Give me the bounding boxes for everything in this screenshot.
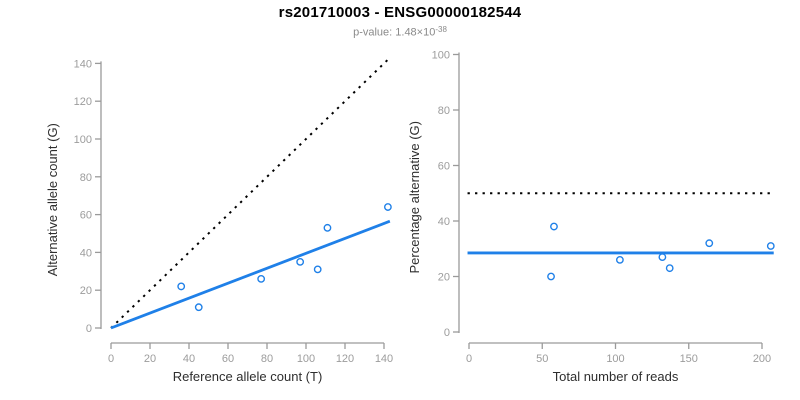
- pvalue-label: p-value: 1.48×10: [353, 26, 436, 39]
- y-tick-label: 80: [80, 172, 92, 184]
- data-point: [296, 257, 305, 266]
- x-tick-label: 40: [183, 353, 195, 365]
- y-tick-label: 140: [74, 58, 92, 70]
- data-point: [658, 253, 667, 261]
- y-tick-label: 20: [80, 285, 92, 297]
- data-point: [665, 264, 674, 273]
- x-tick-label: 120: [336, 353, 354, 365]
- data-point: [383, 203, 392, 211]
- data-point: [313, 265, 322, 274]
- x-axis-title: Total number of reads: [553, 369, 679, 384]
- y-tick-label: 0: [444, 327, 450, 339]
- data-point: [550, 222, 558, 231]
- x-tick-label: 140: [375, 353, 393, 365]
- y-tick-label: 60: [438, 161, 450, 173]
- figure-title: rs201710003 - ENSG00000182544: [278, 4, 522, 21]
- y-tick-label: 100: [74, 134, 92, 146]
- x-axis-title: Reference allele count (T): [173, 369, 323, 384]
- x-tick-label: 0: [466, 353, 472, 365]
- data-point: [194, 303, 203, 312]
- y-tick-label: 40: [438, 216, 450, 228]
- pvalue-exponent: -38: [435, 25, 447, 34]
- x-tick-label: 0: [108, 353, 114, 365]
- y-tick-label: 0: [86, 323, 92, 335]
- x-tick-label: 60: [222, 353, 234, 365]
- data-point: [547, 272, 555, 281]
- x-tick-label: 80: [261, 353, 273, 365]
- y-tick-label: 60: [80, 210, 92, 222]
- data-point: [766, 242, 775, 250]
- allele-count-scatter-plot: 0 20 40 60 80 100 120 140 0 20 40 60 80 100 120 140 Refe…: [45, 57, 393, 384]
- x-tick-label: 50: [536, 353, 548, 365]
- x-tick-label: 200: [753, 353, 771, 365]
- data-point: [323, 223, 332, 232]
- y-tick-label: 100: [432, 50, 450, 62]
- y-tick-label: 40: [80, 247, 92, 259]
- data-point: [257, 274, 266, 283]
- y-tick-label: 120: [74, 96, 92, 108]
- regression-line: [110, 219, 391, 330]
- y-tick-label: 80: [438, 105, 450, 117]
- y-axis-title: Alternative allele count (G): [45, 123, 60, 276]
- x-tick-label: 150: [680, 353, 698, 365]
- y-axis-title: Percentage alternative (G): [407, 121, 422, 273]
- data-point: [705, 239, 714, 248]
- x-tick-label: 100: [606, 353, 624, 365]
- data-point: [615, 255, 624, 264]
- data-point: [177, 282, 186, 291]
- percentage-scatter-plot: 0 20 40 60 80 100 0 50 100 150 200 Total number of …: [407, 50, 775, 384]
- figure-subtitle: p-value: 1.48×10-38: [0, 24, 800, 39]
- identity-dotted-line: [110, 57, 391, 329]
- x-tick-label: 100: [297, 353, 315, 365]
- x-tick-label: 20: [144, 353, 156, 365]
- y-tick-label: 20: [438, 272, 450, 284]
